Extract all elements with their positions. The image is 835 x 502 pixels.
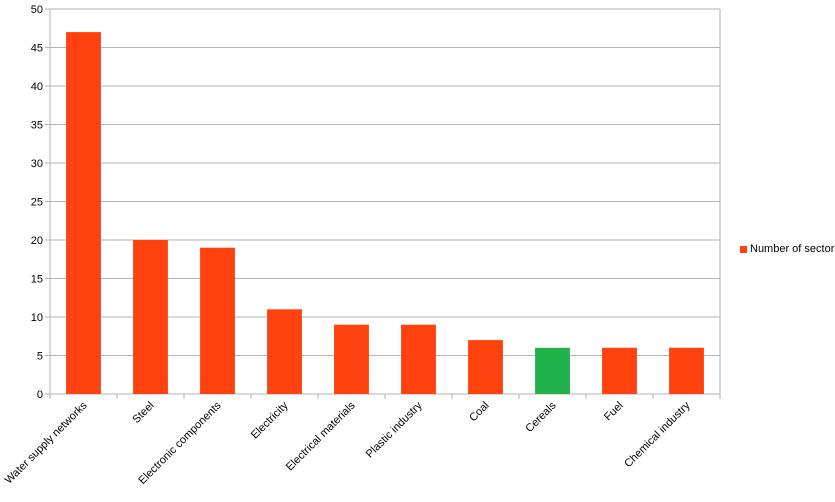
- y-tick-label: 40: [31, 81, 43, 93]
- y-tick-label: 5: [37, 351, 43, 363]
- y-tick-label: 50: [31, 4, 43, 16]
- bar-chemical-industry: [669, 347, 704, 394]
- bar-steel: [133, 240, 168, 394]
- bar-plastic-industry: [401, 324, 436, 394]
- x-tick-label: Chemical industry: [622, 399, 693, 470]
- y-tick-label: 10: [31, 312, 43, 324]
- bar-electrical-materials: [334, 324, 369, 394]
- x-tick-label: Electrical materials: [284, 399, 358, 473]
- bar-water-supply-networks: [66, 32, 101, 394]
- bar-electricity: [267, 309, 302, 394]
- y-tick-label: 15: [31, 274, 43, 286]
- y-tick-label: 0: [37, 389, 43, 401]
- y-tick-label: 20: [31, 235, 43, 247]
- x-tick-label: Electricity: [249, 399, 291, 441]
- y-tick-label: 35: [31, 120, 43, 132]
- x-tick-label: Cereals: [523, 399, 559, 435]
- bar-fuel: [602, 347, 637, 394]
- x-tick-label: Fuel: [602, 400, 626, 424]
- bar-coal: [468, 340, 503, 394]
- x-tick-label: Coal: [467, 400, 491, 424]
- x-tick-label: Steel: [130, 400, 156, 426]
- legend-swatch: [740, 245, 747, 253]
- legend-label: Number of sectors: [750, 243, 835, 255]
- x-tick-label: Plastic industry: [364, 399, 425, 460]
- legend: Number of sectors: [740, 243, 835, 255]
- x-tick-label: Water supply networks: [3, 399, 90, 486]
- y-tick-label: 30: [31, 158, 43, 170]
- y-tick-label: 25: [31, 197, 43, 209]
- bar-electronic-components: [200, 247, 235, 394]
- bar-cereals: [535, 347, 570, 394]
- y-tick-label: 45: [31, 43, 43, 55]
